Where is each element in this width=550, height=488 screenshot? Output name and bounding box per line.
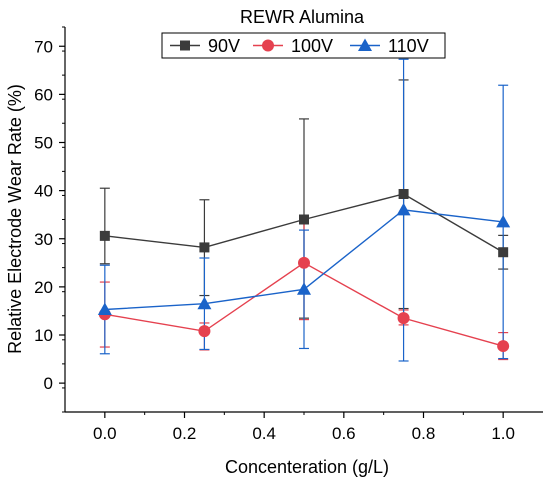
- legend-title: REWR Alumina: [240, 7, 365, 27]
- y-axis-ticks: 0 10 20 30 40 50 60 70: [34, 26, 65, 413]
- x-tick-label: 0.8: [412, 424, 436, 443]
- y-tick-label: 30: [34, 230, 53, 249]
- y-tick-label: 20: [34, 278, 53, 297]
- x-axis-ticks: 0.0 0.2 0.4 0.6 0.8 1.0: [93, 412, 515, 443]
- x-tick-label: 1.0: [491, 424, 515, 443]
- data-point-110v: [297, 282, 311, 295]
- x-tick-label: 0.6: [332, 424, 356, 443]
- legend-box: [161, 32, 446, 59]
- x-tick-label: 0.0: [93, 424, 117, 443]
- legend-marker-100v: [262, 39, 274, 52]
- legend-label-90v: 90V: [208, 36, 240, 56]
- legend-label-110v: 110V: [388, 36, 429, 56]
- data-point-90v: [199, 242, 210, 253]
- data-point-100v: [298, 256, 310, 269]
- series-markers: [97, 188, 511, 353]
- legend-marker-90v: [180, 40, 190, 51]
- y-tick-label: 10: [34, 326, 53, 345]
- legend: REWR Alumina 90V 100V 110V: [161, 7, 446, 59]
- data-point-110v: [197, 296, 212, 310]
- x-axis-title: Concenteration (g/L): [225, 457, 389, 477]
- data-point-110v: [496, 214, 511, 228]
- x-tick-label: 0.4: [252, 424, 276, 443]
- y-tick-label: 40: [34, 182, 53, 201]
- legend-label-100v: 100V: [291, 36, 333, 56]
- data-point-100v: [497, 340, 510, 353]
- y-tick-label: 0: [44, 374, 53, 393]
- data-point-110v: [97, 302, 112, 315]
- data-point-90v: [498, 247, 509, 258]
- legend-marker-110v: [358, 38, 372, 51]
- y-tick-label: 50: [34, 134, 53, 153]
- x-tick-label: 0.2: [173, 424, 197, 443]
- legend-items: 90V 100V 110V: [170, 36, 429, 56]
- data-point-90v: [299, 214, 309, 225]
- data-point-100v: [397, 312, 410, 325]
- data-point-100v: [198, 325, 211, 338]
- y-tick-label: 70: [34, 37, 53, 56]
- y-tick-label: 60: [34, 85, 53, 104]
- data-point-110v: [396, 202, 411, 216]
- data-point-90v: [398, 188, 409, 199]
- data-point-90v: [99, 230, 110, 241]
- y-axis-title: Relative Electrode Wear Rate (%): [5, 84, 25, 354]
